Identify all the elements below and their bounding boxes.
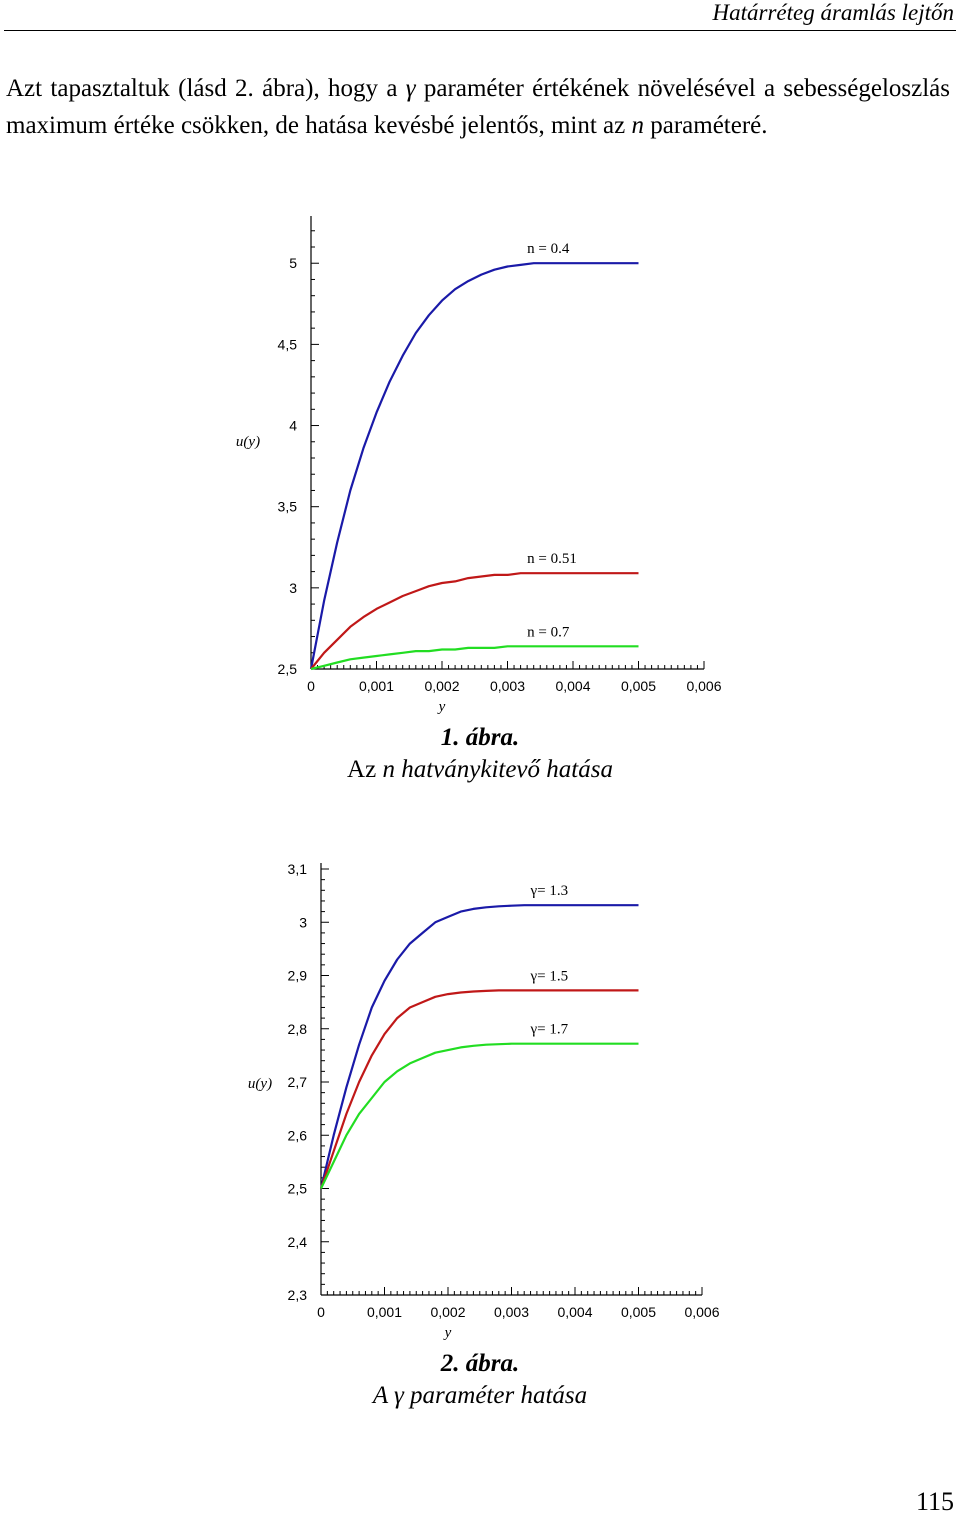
figure-1-caption-pre: Az <box>347 756 383 783</box>
figure-2-caption-sym: γ <box>393 1382 404 1409</box>
figure-2-caption: A γ paraméter hatása <box>0 1382 960 1410</box>
x-tick-label: 0,003 <box>494 1304 529 1320</box>
paragraph-text-1: Azt tapasztaltuk (lásd 2. ábra), hogy a <box>6 75 406 102</box>
series-line-3 <box>310 645 639 671</box>
y-tick-label: 2,4 <box>288 1234 308 1250</box>
x-tick-label: 0 <box>317 1304 325 1320</box>
x-tick-label: 0 <box>307 678 315 694</box>
series-line-1 <box>319 904 639 1189</box>
x-tick-label: 0,002 <box>424 678 459 694</box>
y-tick-label: 2,8 <box>288 1021 308 1037</box>
figure-2-number: 2. ábra. <box>440 1350 520 1377</box>
figure-1-number: 1. ábra. <box>440 724 520 751</box>
x-tick-label: 0,006 <box>686 678 721 694</box>
x-tick-label: 0,005 <box>621 1304 656 1320</box>
y-tick-label: 2,5 <box>288 1181 308 1197</box>
series-line-3 <box>320 1042 639 1189</box>
x-tick-label: 0,002 <box>430 1304 465 1320</box>
y-tick-label: 2,3 <box>288 1287 308 1303</box>
y-axis-label: u(y) <box>236 434 260 450</box>
series-label-2: n = 0.51 <box>527 551 577 567</box>
x-tick-label: 0,001 <box>367 1304 402 1320</box>
y-tick-label: 3,5 <box>278 499 298 515</box>
paragraph-text-3: paraméteré. <box>643 112 768 139</box>
figure-2-caption-pre: A <box>372 1382 394 1409</box>
series-label-3: n = 0.7 <box>527 624 570 640</box>
running-title: Határréteg áramlás lejtőn <box>712 0 955 25</box>
x-tick-label: 0,005 <box>621 678 656 694</box>
x-axis-label: y <box>443 1325 452 1341</box>
body-paragraph: Azt tapasztaltuk (lásd 2. ábra), hogy a … <box>6 70 950 144</box>
series-label-3: γ= 1.7 <box>530 1022 569 1038</box>
gamma-symbol: γ <box>405 75 416 102</box>
series-line-1 <box>309 262 639 670</box>
figure-2-chart: 0 0,001 0,002 0,003 0,004 0,005 0,006 2,3 2,4 2,5… <box>248 861 720 1341</box>
y-tick-label: 3,1 <box>288 861 308 877</box>
paragraph-text-2: paraméter értékének növelésével a sebess… <box>6 75 950 139</box>
figure-1-caption-sym: n <box>382 756 395 783</box>
y-tick-label: 4,5 <box>278 336 298 352</box>
y-tick-label: 2,9 <box>288 968 308 984</box>
x-axis-label: y <box>437 699 446 715</box>
y-tick-label: 2,7 <box>288 1074 308 1090</box>
x-tick-label: 0,001 <box>359 678 394 694</box>
x-tick-label: 0,004 <box>557 1304 592 1320</box>
x-tick-label: 0,003 <box>490 678 525 694</box>
y-tick-label: 3 <box>289 580 297 596</box>
y-tick-label: 2,5 <box>278 661 298 677</box>
figure-2-caption-post: paraméter hatása <box>403 1382 588 1409</box>
series-line-2 <box>310 572 639 670</box>
series-label-1: n = 0.4 <box>527 241 570 257</box>
figure-1-caption: Az n hatványkitevő hatása <box>0 756 960 784</box>
series-line-2 <box>319 989 639 1189</box>
series-label-1: γ= 1.3 <box>530 883 569 899</box>
x-tick-label: 0,006 <box>684 1304 719 1320</box>
x-tick-label: 0,004 <box>555 678 590 694</box>
figure-1-caption-post: hatványkitevő hatása <box>394 756 613 783</box>
y-tick-label: 2,6 <box>288 1127 308 1143</box>
y-axis-label: u(y) <box>248 1076 272 1092</box>
y-tick-label: 4 <box>289 418 297 434</box>
figure-1-chart: 0 0,001 0,002 0,003 0,004 0,005 0,006 2,5 3 3,5 4 4… <box>236 216 722 715</box>
header-rule <box>4 30 956 31</box>
page-number: 115 <box>915 1487 954 1516</box>
series-label-2: γ= 1.5 <box>530 968 569 984</box>
y-tick-label: 3 <box>299 914 307 930</box>
n-symbol: n <box>631 112 644 139</box>
y-tick-label: 5 <box>289 255 297 271</box>
